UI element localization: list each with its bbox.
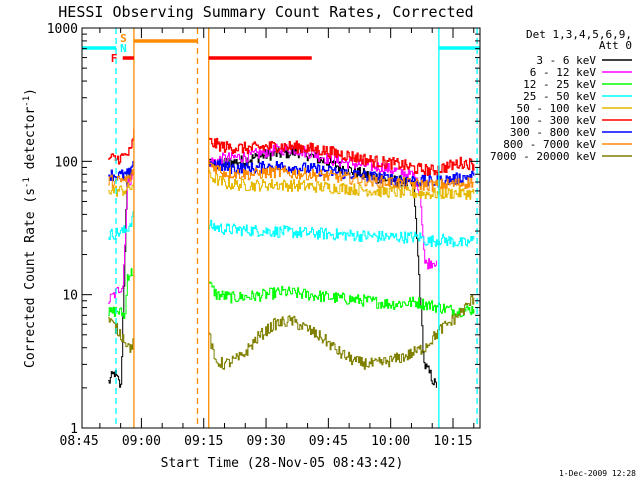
y-tick-label-10: 10: [62, 289, 78, 304]
legend-entry-7000-20000-kev: 7000 - 20000 keV: [490, 150, 632, 163]
x-tick-label-10-15: 10:15: [433, 434, 472, 449]
legend-label: 50 - 100 keV: [517, 102, 597, 115]
series-7000-20000-kev: [108, 294, 475, 370]
series-25-50-kev-segment-1: [108, 211, 135, 240]
y-axis-ticks: 1 10 100 1000: [47, 22, 480, 437]
legend-label: 12 - 25 keV: [523, 78, 596, 91]
legend-entry-3-6-kev: 3 - 6 keV: [536, 54, 632, 67]
series-800-7000-kev-segment-1: [108, 168, 135, 188]
y-axis-label-part2: detector: [23, 107, 38, 178]
series-50-100-kev: [108, 169, 475, 200]
legend-label: 25 - 50 keV: [523, 90, 596, 103]
legend-header-2: Att 0: [599, 39, 632, 52]
series-12-25-kev-segment-1: [108, 268, 135, 319]
legend-label: 300 - 800 keV: [510, 126, 596, 139]
flag-label-s: S: [120, 32, 127, 45]
series-6-12-kev-segment-2: [208, 143, 437, 270]
legend-label: 6 - 12 keV: [530, 66, 597, 79]
series-100-300-kev-segment-1: [108, 128, 135, 165]
plot-frame: [81, 27, 481, 429]
series-3-6-kev-segment-1: [108, 168, 135, 388]
series-100-300-kev: [108, 128, 475, 177]
legend-label: 800 - 7000 keV: [503, 138, 596, 151]
chart-title: HESSI Observing Summary Count Rates, Cor…: [58, 3, 473, 21]
x-tick-label-09-30: 09:30: [246, 434, 285, 449]
footer-timestamp: 1-Dec-2009 12:28: [559, 469, 636, 478]
series-800-7000-kev-segment-2: [208, 162, 475, 192]
legend-entry-300-800-kev: 300 - 800 keV: [510, 126, 632, 139]
x-tick-label-09-00: 09:00: [122, 434, 161, 449]
legend-entry-50-100-kev: 50 - 100 keV: [517, 102, 632, 115]
legend-label: 7000 - 20000 keV: [490, 150, 596, 163]
y-axis-label: Corrected Count Rate (s-1 detector-1): [22, 88, 38, 368]
series-50-100-kev-segment-1: [108, 182, 135, 197]
x-tick-label-09-45: 09:45: [309, 434, 348, 449]
series-100-300-kev-segment-2: [208, 137, 475, 177]
series-12-25-kev-segment-2: [208, 281, 475, 318]
legend-entry-6-12-kev: 6 - 12 keV: [530, 66, 632, 79]
x-tick-label-10-00: 10:00: [371, 434, 410, 449]
legend-entry-800-7000-kev: 800 - 7000 keV: [503, 138, 632, 151]
legend-entry-100-300-kev: 100 - 300 keV: [510, 114, 632, 127]
x-axis-ticks: 08:45 09:00 09:15 09:30 09:45 10:00 10:15: [60, 28, 475, 449]
series-800-7000-kev: [108, 162, 475, 192]
series-300-800-kev-segment-2: [208, 159, 475, 188]
legend-header-1: Det 1,3,4,5,6,9,: [526, 28, 632, 41]
flag-label-n: N: [120, 42, 127, 55]
y-axis-label-sup2: -1: [22, 96, 32, 107]
legend-label: 100 - 300 keV: [510, 114, 596, 127]
legend-entry-25-50-kev: 25 - 50 keV: [523, 90, 632, 103]
flag-bars: FSN: [82, 32, 480, 65]
series-7000-20000-kev-segment-1: [108, 317, 135, 353]
x-tick-label-08-45: 08:45: [60, 434, 99, 449]
y-tick-label-1: 1: [70, 422, 78, 437]
legend-label: 3 - 6 keV: [536, 54, 596, 67]
x-axis-label: Start Time (28-Nov-05 08:43:42): [161, 456, 404, 471]
series-25-50-kev-segment-2: [208, 219, 475, 248]
series-6-12-kev: [108, 143, 437, 304]
vertical-markers: [115, 28, 478, 428]
series-6-12-kev-segment-1: [108, 168, 135, 304]
series-50-100-kev-segment-2: [208, 169, 475, 200]
legend-entry-12-25-kev: 12 - 25 keV: [523, 78, 632, 91]
series-layer: [108, 128, 475, 388]
x-tick-label-09-15: 09:15: [184, 434, 223, 449]
y-axis-label-sup1: -1: [22, 177, 32, 188]
y-axis-label-close: ): [23, 88, 38, 96]
flag-label-f: F: [111, 52, 118, 65]
y-tick-label-1000: 1000: [47, 22, 78, 37]
y-tick-label-100: 100: [55, 155, 78, 170]
y-axis-label-part1: Corrected Count Rate (s: [23, 188, 38, 368]
series-7000-20000-kev-segment-2: [208, 294, 475, 370]
series-25-50-kev: [108, 211, 475, 248]
series-12-25-kev: [108, 268, 475, 319]
